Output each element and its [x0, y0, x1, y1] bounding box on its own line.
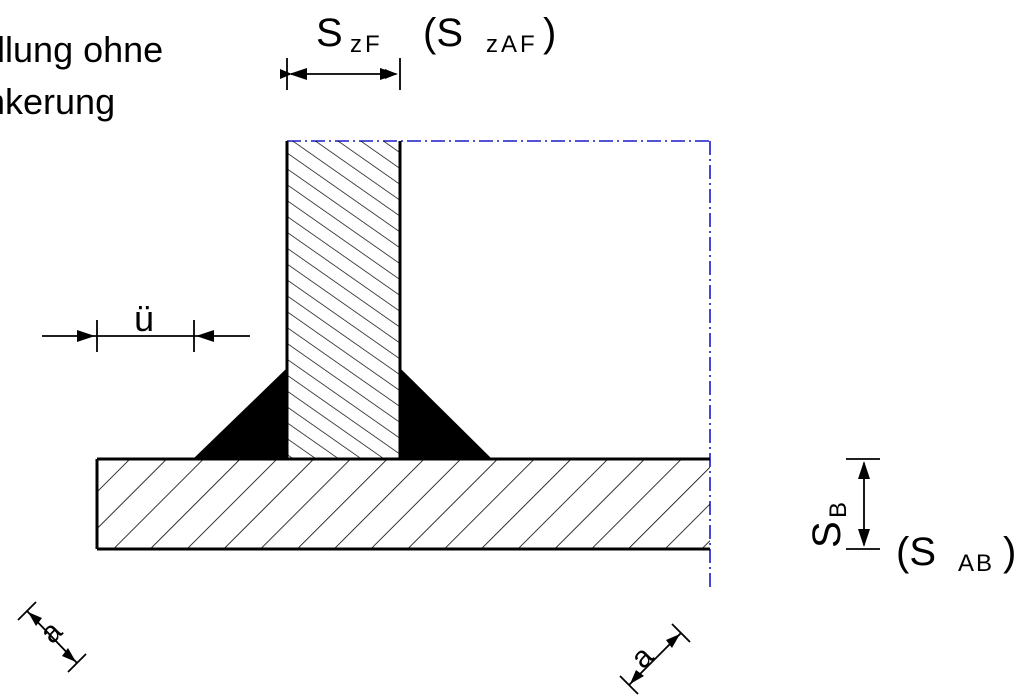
- label-throat-right: a: [625, 640, 660, 675]
- label-overlap: ü: [134, 298, 154, 339]
- label-sab-open: (S: [896, 530, 936, 574]
- dimension-szf: [280, 58, 401, 90]
- dimension-overlap-arrows: [77, 330, 214, 342]
- label-sb-subscript: B: [825, 502, 852, 518]
- base-plate: [95, 457, 710, 551]
- caption-line-1: dlung ohne: [0, 29, 163, 70]
- label-sab-close: ): [1003, 530, 1016, 574]
- label-szf-subscript: zF: [350, 31, 383, 58]
- vertical-plate: [285, 141, 402, 459]
- label-szaf-close: ): [543, 11, 556, 55]
- caption-line-2: nkerung: [0, 81, 115, 122]
- weld-fillet-left: [193, 368, 287, 459]
- weld-fillet-right: [400, 368, 492, 459]
- dimension-szf-arrows: [289, 68, 398, 80]
- label-szaf-open: (S: [423, 11, 463, 55]
- label-szf: S: [316, 11, 343, 55]
- label-sb: S: [805, 521, 849, 548]
- label-sab-subscript: AB: [958, 550, 994, 577]
- label-sb-group: S B: [805, 502, 852, 548]
- label-szaf-subscript: zAF: [486, 31, 538, 58]
- dimension-sb-arrows: [858, 461, 870, 547]
- throat-dimension-left: a: [17, 601, 87, 673]
- throat-dimension-right: a: [619, 623, 691, 695]
- boundary-lines: [287, 140, 711, 590]
